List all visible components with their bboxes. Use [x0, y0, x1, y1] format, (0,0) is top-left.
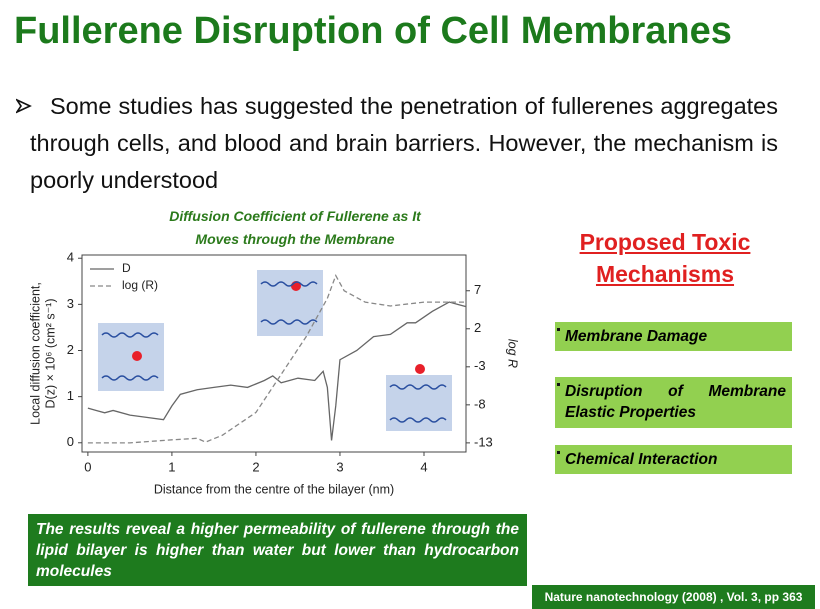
x-tick-label: 0	[84, 459, 91, 474]
mechanism: Chemical Interaction	[565, 451, 718, 468]
dot	[557, 451, 560, 454]
y-tick-label: 0	[67, 434, 74, 449]
bullet-text: Some studies has suggested the penetrati…	[30, 93, 778, 193]
mechanism: Membrane Damage	[565, 328, 708, 345]
slide-title: Fullerene Disruption of Cell Membranes	[14, 10, 732, 52]
y-tick-label: 1	[67, 388, 74, 403]
series-line	[87, 273, 466, 444]
y-axis-label: Local diffusion coefficient,	[28, 282, 42, 425]
y-axis-label: D(z) × 10⁶ (cm² s⁻¹)	[43, 298, 57, 408]
y2-tick-label: 2	[474, 320, 481, 335]
mechanisms-title: Proposed Toxic Mechanisms	[579, 229, 751, 287]
x-tick-label: 4	[420, 459, 427, 474]
mechanism-box: Membrane Damage	[555, 322, 792, 351]
legend-label: D	[122, 261, 131, 275]
y-tick-label: 4	[67, 250, 74, 265]
y2-tick-label: -8	[474, 396, 486, 411]
y2-tick-label: -3	[474, 358, 486, 373]
mechanism-box: Disruption of Membrane Elastic Propertie…	[555, 377, 792, 428]
mechanism: Disruption of Membrane Elastic Propertie…	[565, 383, 786, 421]
x-tick-label: 2	[252, 459, 259, 474]
y2-tick-label: -13	[474, 434, 493, 449]
dot	[557, 383, 560, 386]
x-tick-label: 3	[336, 459, 343, 474]
series-line	[87, 301, 467, 441]
chart-title: Diffusion Coefficient of Fullerene as It…	[169, 208, 422, 247]
dot	[557, 328, 560, 331]
y-tick-label: 3	[67, 296, 74, 311]
y2-tick-label: 7	[474, 282, 481, 297]
legend-label: log (R)	[122, 278, 158, 292]
citation: Nature nanotechnology (2008) , Vol. 3, p…	[532, 585, 815, 609]
mechanism-box: Chemical Interaction	[555, 445, 792, 474]
y2-axis-label: log R	[506, 339, 520, 368]
x-axis-label: Distance from the centre of the bilayer …	[154, 482, 394, 496]
y-tick-label: 2	[67, 342, 74, 357]
x-tick-label: 1	[168, 459, 175, 474]
plot-frame	[81, 254, 467, 453]
inset	[98, 270, 452, 431]
result-box: The results reveal a higher permeability…	[28, 514, 527, 586]
bullet-arrow	[16, 98, 32, 114]
